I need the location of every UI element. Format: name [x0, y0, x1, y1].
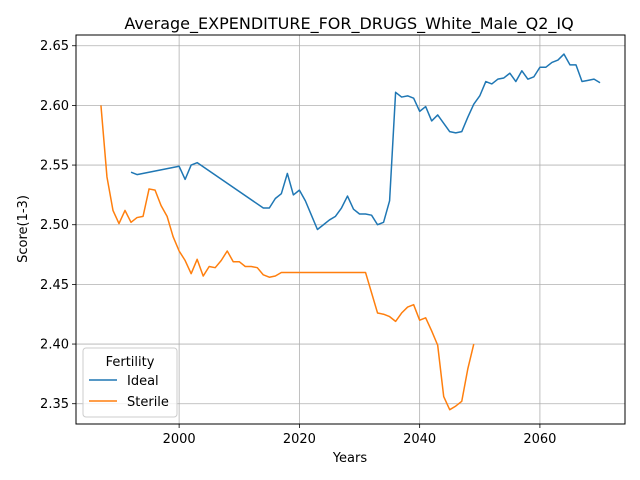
y-tick-label: 2.55	[40, 159, 69, 174]
x-axis-ticks: 2000 2020 2040 2060	[163, 424, 556, 447]
y-tick-label: 2.65	[40, 39, 69, 54]
plot-frame	[75, 34, 626, 425]
x-tick-label: 2020	[283, 432, 316, 447]
y-axis-ticks: 2.35 2.40 2.45 2.50 2.55 2.60 2.65	[40, 39, 76, 412]
series-line-sterile	[100, 105, 475, 411]
chart-title: Average_EXPENDITURE_FOR_DRUGS_White_Male…	[124, 14, 573, 34]
legend: Fertility Ideal Sterile	[82, 347, 178, 418]
grid-lines	[76, 35, 625, 424]
series-lines	[100, 53, 601, 411]
y-tick-label: 2.45	[40, 278, 69, 293]
legend-box	[82, 347, 178, 418]
x-tick-label: 2060	[523, 432, 556, 447]
legend-label-sterile: Sterile	[127, 395, 169, 410]
y-tick-label: 2.35	[40, 397, 69, 412]
series-line-ideal	[130, 53, 601, 231]
x-tick-label: 2000	[163, 432, 196, 447]
x-tick-label: 2040	[403, 432, 436, 447]
y-axis-label: Score(1-3)	[16, 195, 31, 263]
y-tick-label: 2.40	[40, 338, 69, 353]
legend-label-ideal: Ideal	[127, 374, 159, 389]
legend-title: Fertility	[106, 355, 155, 370]
x-axis-label: Years	[332, 451, 368, 466]
y-tick-label: 2.60	[40, 99, 69, 114]
y-tick-label: 2.50	[40, 218, 69, 233]
